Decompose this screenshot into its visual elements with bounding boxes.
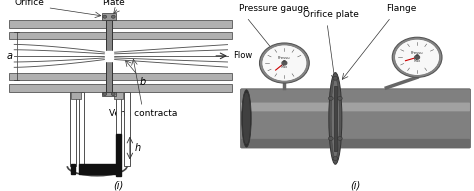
Bar bbox=[334, 86, 337, 151]
Circle shape bbox=[392, 37, 442, 77]
Text: Pressure gauge: Pressure gauge bbox=[239, 4, 309, 13]
Bar bbox=[79, 164, 118, 174]
Bar bbox=[114, 92, 123, 99]
Bar bbox=[105, 51, 113, 61]
Bar bbox=[79, 92, 84, 166]
Bar bbox=[116, 92, 121, 166]
Bar bbox=[70, 92, 76, 166]
Text: Vena contracta: Vena contracta bbox=[109, 109, 177, 118]
Bar bbox=[102, 92, 116, 96]
Bar bbox=[116, 134, 121, 176]
Bar bbox=[106, 20, 111, 92]
Bar bbox=[71, 92, 81, 99]
Text: h: h bbox=[135, 143, 141, 153]
Bar bbox=[9, 32, 232, 39]
Text: Plate: Plate bbox=[102, 0, 125, 7]
Text: Pressu: Pressu bbox=[278, 56, 291, 60]
Bar bbox=[9, 84, 232, 92]
Text: (i): (i) bbox=[350, 180, 361, 190]
Circle shape bbox=[328, 96, 333, 100]
Circle shape bbox=[103, 93, 107, 96]
Text: Max: Max bbox=[281, 65, 288, 69]
Ellipse shape bbox=[244, 94, 249, 143]
Circle shape bbox=[103, 15, 107, 18]
Circle shape bbox=[262, 45, 307, 81]
Circle shape bbox=[259, 43, 309, 83]
Text: Max: Max bbox=[413, 59, 421, 63]
FancyBboxPatch shape bbox=[336, 89, 470, 148]
Ellipse shape bbox=[242, 90, 251, 147]
Circle shape bbox=[328, 137, 333, 140]
Text: re: re bbox=[415, 53, 419, 57]
Circle shape bbox=[111, 15, 115, 18]
FancyBboxPatch shape bbox=[240, 89, 333, 148]
Text: Orifice: Orifice bbox=[14, 0, 44, 7]
Text: Pressu: Pressu bbox=[411, 51, 423, 54]
Text: Orifice plate: Orifice plate bbox=[303, 10, 359, 19]
Text: a: a bbox=[7, 51, 12, 61]
Bar bbox=[124, 92, 130, 166]
Circle shape bbox=[333, 157, 337, 160]
Circle shape bbox=[415, 55, 419, 59]
Circle shape bbox=[394, 39, 439, 75]
Text: b: b bbox=[140, 77, 146, 87]
Text: Flange: Flange bbox=[386, 4, 417, 13]
FancyBboxPatch shape bbox=[336, 139, 470, 148]
Circle shape bbox=[282, 61, 287, 65]
Circle shape bbox=[337, 96, 342, 100]
Ellipse shape bbox=[329, 73, 342, 164]
Circle shape bbox=[111, 93, 115, 96]
Bar bbox=[9, 20, 232, 28]
Text: Flow: Flow bbox=[233, 51, 253, 60]
Text: (i): (i) bbox=[113, 180, 124, 190]
FancyBboxPatch shape bbox=[336, 103, 470, 111]
Circle shape bbox=[337, 137, 342, 140]
Bar bbox=[71, 164, 75, 174]
Bar bbox=[102, 13, 116, 20]
Bar bbox=[9, 73, 232, 80]
Text: re: re bbox=[283, 59, 286, 63]
FancyBboxPatch shape bbox=[241, 139, 333, 148]
Circle shape bbox=[333, 76, 337, 80]
Ellipse shape bbox=[331, 78, 339, 159]
FancyBboxPatch shape bbox=[241, 103, 333, 111]
